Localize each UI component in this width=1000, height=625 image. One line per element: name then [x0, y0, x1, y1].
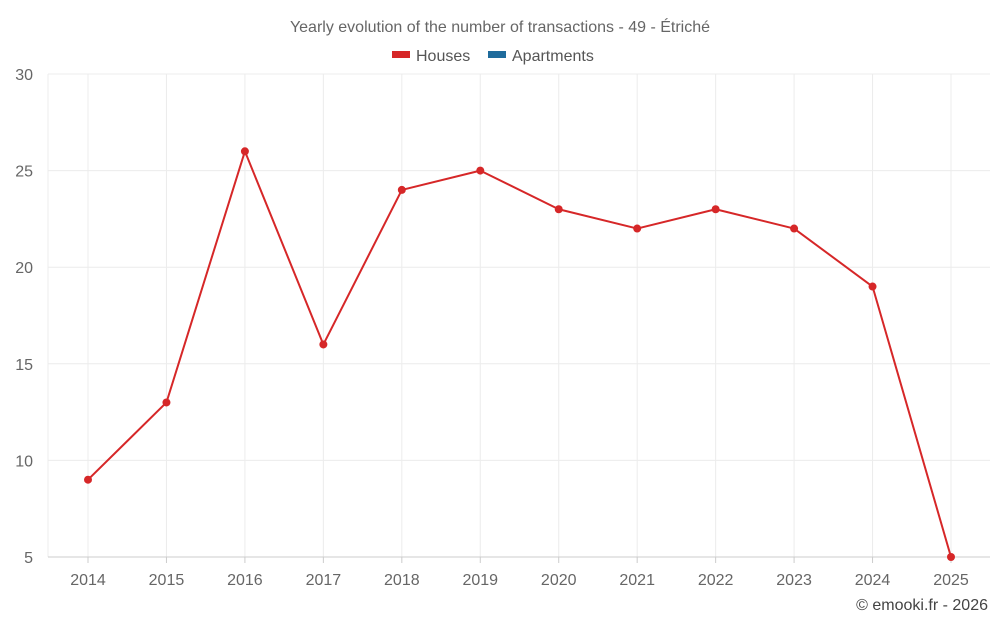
gridlines	[47, 73, 990, 557]
legend-label-apartments: Apartments	[512, 48, 594, 65]
chart-title: Yearly evolution of the number of transa…	[290, 17, 710, 36]
x-tick-label: 2019	[462, 572, 498, 589]
y-tick-label: 30	[15, 67, 33, 84]
x-tick-label: 2023	[776, 572, 812, 589]
x-axis-labels: 2014 2015 2016 2017 2018 2019 2020 2021 2022 2023…	[70, 572, 969, 589]
data-point[interactable]	[790, 224, 799, 233]
credit-text: © emooki.fr - 2026	[856, 597, 988, 614]
y-tick-label: 15	[15, 357, 33, 374]
data-point[interactable]	[319, 340, 328, 349]
data-point[interactable]	[554, 205, 563, 214]
legend-label-houses: Houses	[416, 48, 470, 65]
data-point[interactable]	[240, 147, 249, 156]
data-point[interactable]	[84, 475, 92, 484]
data-point[interactable]	[162, 398, 171, 407]
x-tick-label: 2021	[619, 572, 655, 589]
axes	[48, 556, 990, 563]
data-point[interactable]	[947, 553, 955, 561]
y-tick-label: 20	[15, 260, 33, 277]
x-tick-label: 2024	[855, 572, 891, 589]
legend-swatch-apartments	[488, 51, 506, 58]
x-tick-label: 2018	[384, 572, 420, 589]
x-tick-label: 2022	[698, 572, 734, 589]
x-tick-label: 2020	[541, 572, 577, 589]
data-point[interactable]	[633, 224, 642, 233]
series-houses	[84, 147, 955, 561]
y-axis-labels: 5 10 15 20 25 30	[15, 67, 33, 567]
legend-item-apartments[interactable]: Apartments	[488, 48, 594, 65]
x-tick-label: 2025	[933, 572, 969, 589]
data-point[interactable]	[868, 282, 877, 291]
data-point[interactable]	[397, 185, 406, 194]
x-tick-label: 2015	[149, 572, 185, 589]
x-tick-label: 2016	[227, 572, 263, 589]
y-tick-label: 5	[24, 550, 33, 567]
legend: Houses Apartments	[392, 48, 594, 65]
x-tick-label: 2017	[306, 572, 342, 589]
y-tick-label: 10	[15, 453, 33, 470]
x-tick-label: 2014	[70, 572, 106, 589]
data-point[interactable]	[476, 166, 485, 175]
data-point[interactable]	[711, 205, 720, 214]
series-line-houses	[87, 150, 952, 558]
legend-item-houses[interactable]: Houses	[392, 48, 470, 65]
legend-swatch-houses	[392, 51, 410, 58]
y-tick-label: 25	[15, 164, 33, 181]
